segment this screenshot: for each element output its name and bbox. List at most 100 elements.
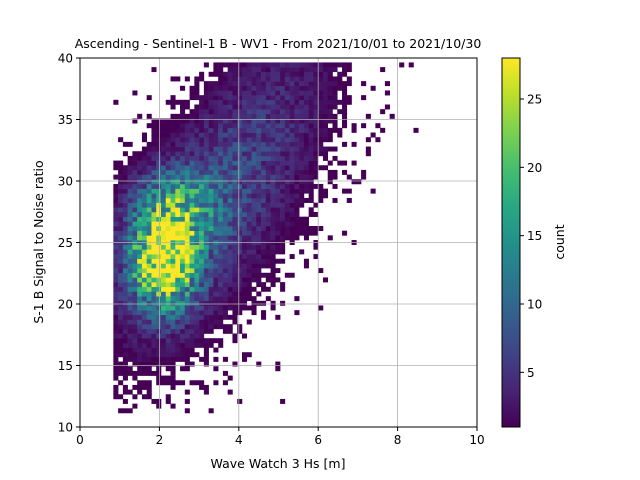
heatmap-cell [227, 104, 233, 110]
heatmap-cell [113, 384, 119, 390]
heatmap-cell [294, 104, 300, 110]
heatmap-cell [180, 155, 186, 161]
heatmap-cell [241, 282, 248, 288]
heatmap-cell [113, 291, 119, 297]
heatmap-cell [246, 263, 252, 269]
heatmap-cell [237, 85, 243, 91]
heatmap-cell [184, 127, 190, 133]
heatmap-cell [194, 197, 200, 203]
heatmap-cell [184, 216, 190, 222]
heatmap-cell [180, 319, 186, 325]
heatmap-cell [303, 230, 309, 236]
heatmap-cell [184, 169, 190, 175]
heatmap-cell [232, 123, 238, 129]
heatmap-cell [232, 179, 238, 185]
heatmap-cell [218, 62, 224, 68]
heatmap-cell [218, 221, 224, 227]
heatmap-cell [256, 109, 262, 115]
heatmap-cell [232, 146, 238, 152]
heatmap-cell [318, 109, 324, 115]
heatmap-cell [203, 81, 209, 87]
heatmap-cell [232, 230, 238, 236]
heatmap-cell [256, 230, 262, 236]
heatmap-cell [303, 263, 309, 269]
heatmap-cell [184, 244, 190, 250]
heatmap-cell [175, 338, 181, 344]
heatmap-cell [256, 160, 262, 166]
heatmap-cell [265, 109, 271, 115]
heatmap-cell [194, 324, 200, 330]
heatmap-cell [189, 328, 195, 334]
heatmap-cell [351, 123, 357, 129]
heatmap-cell [261, 76, 267, 82]
heatmap-cell [237, 268, 243, 274]
heatmap-cell [189, 165, 195, 171]
heatmap-cell [156, 338, 162, 344]
heatmap-cell [280, 67, 286, 73]
heatmap-cell [241, 151, 248, 157]
heatmap-cell [284, 123, 290, 129]
heatmap-cell [170, 342, 176, 348]
heatmap-cell [151, 230, 157, 236]
heatmap-cell [313, 71, 319, 77]
heatmap-cell [218, 155, 224, 161]
heatmap-cell [199, 197, 205, 203]
heatmap-cell [241, 118, 248, 124]
heatmap-cell [280, 174, 286, 180]
heatmap-cell [203, 160, 209, 166]
heatmap-cell [265, 286, 271, 292]
heatmap-cell [289, 169, 295, 175]
heatmap-cell [132, 155, 138, 161]
heatmap-cell [213, 254, 219, 260]
heatmap-cell [213, 151, 219, 157]
heatmap-cell [232, 99, 238, 105]
heatmap-cell [165, 179, 171, 185]
heatmap-cell [208, 249, 214, 255]
heatmap-cell [384, 90, 390, 96]
heatmap-cell [199, 272, 205, 278]
heatmap-cell [232, 263, 238, 269]
heatmap-cell [218, 338, 224, 344]
heatmap-cell [180, 366, 186, 372]
heatmap-cell [194, 81, 200, 87]
heatmap-cell [118, 165, 124, 171]
heatmap-cell [237, 277, 243, 283]
heatmap-cell [113, 230, 119, 236]
heatmap-cell [222, 169, 228, 175]
heatmap-cell [194, 338, 200, 344]
heatmap-cell [203, 109, 209, 115]
heatmap-cell [232, 109, 238, 115]
heatmap-cell [232, 81, 238, 87]
heatmap-cell [275, 151, 281, 157]
heatmap-cell [270, 193, 276, 199]
heatmap-cell [170, 188, 176, 194]
heatmap-cell [184, 291, 190, 297]
heatmap-cell [241, 352, 248, 358]
heatmap-cell [275, 226, 281, 231]
heatmap-cell [160, 310, 167, 316]
heatmap-cell [141, 183, 147, 189]
y-tick-label: 20 [58, 298, 73, 312]
heatmap-cell [213, 67, 219, 73]
heatmap-cell [284, 174, 290, 180]
heatmap-cell [170, 165, 176, 171]
heatmap-cell [299, 62, 305, 68]
heatmap-cell [275, 193, 281, 199]
heatmap-cell [241, 291, 248, 297]
heatmap-cell [265, 141, 271, 147]
heatmap-cell [275, 67, 281, 73]
heatmap-cell [194, 169, 200, 175]
heatmap-cell [222, 212, 228, 217]
heatmap-cell [180, 113, 186, 119]
heatmap-cell [141, 254, 147, 260]
heatmap-cell [208, 202, 214, 208]
heatmap-cell [251, 151, 257, 157]
heatmap-cell [113, 221, 119, 227]
heatmap-cell [232, 151, 238, 157]
heatmap-cell [222, 324, 228, 330]
heatmap-cell [218, 282, 224, 288]
x-tick-label: 8 [394, 433, 402, 447]
heatmap-cell [241, 183, 248, 189]
heatmap-cell [308, 183, 314, 189]
heatmap-cell [256, 104, 262, 110]
